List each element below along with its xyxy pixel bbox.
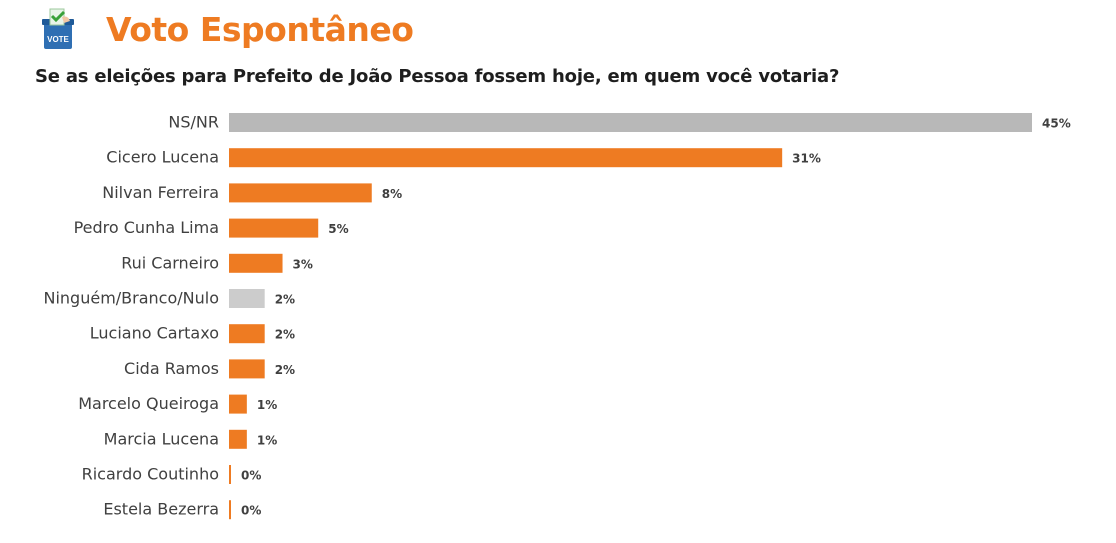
bar — [229, 394, 247, 414]
bar — [229, 253, 283, 273]
value-label: 0% — [241, 504, 261, 518]
ballot-box-icon: VOTE — [42, 8, 74, 49]
bar — [229, 218, 319, 238]
bar — [229, 113, 1032, 132]
category-label: Nilvan Ferreira — [102, 183, 219, 202]
value-label: 2% — [275, 293, 295, 307]
category-label: Marcia Lucena — [104, 429, 219, 448]
header: VOTE Voto Espontâneo — [40, 4, 414, 54]
bar — [229, 183, 372, 203]
vote-icon-label: VOTE — [47, 35, 69, 44]
category-label: Pedro Cunha Lima — [74, 218, 219, 237]
bar — [229, 289, 265, 308]
bar — [229, 324, 265, 344]
category-label: Marcelo Queiroga — [78, 394, 219, 413]
bar — [229, 429, 247, 449]
page-title: Voto Espontâneo — [106, 9, 414, 49]
category-label: Estela Bezerra — [103, 500, 219, 519]
category-label: Cida Ramos — [124, 359, 219, 378]
chart-question: Se as eleições para Prefeito de João Pes… — [35, 66, 840, 87]
value-label: 3% — [293, 257, 313, 271]
bar — [229, 359, 265, 379]
value-label: 45% — [1042, 117, 1071, 131]
category-label: Luciano Cartaxo — [90, 324, 219, 343]
category-label: Ricardo Coutinho — [82, 465, 219, 484]
value-label: 8% — [382, 187, 402, 201]
value-label: 1% — [257, 433, 277, 447]
value-label: 2% — [275, 363, 295, 377]
value-label: 5% — [328, 222, 348, 236]
value-label: 31% — [792, 152, 821, 166]
value-label: 2% — [275, 328, 295, 342]
bar — [229, 500, 231, 520]
bar — [229, 465, 231, 484]
bar — [229, 148, 783, 168]
value-label: 0% — [241, 469, 261, 483]
category-label: Cicero Lucena — [106, 148, 219, 167]
category-label: Rui Carneiro — [121, 253, 219, 272]
category-label: NS/NR — [168, 113, 219, 132]
value-label: 1% — [257, 398, 277, 412]
category-label: Ninguém/Branco/Nulo — [44, 289, 220, 308]
